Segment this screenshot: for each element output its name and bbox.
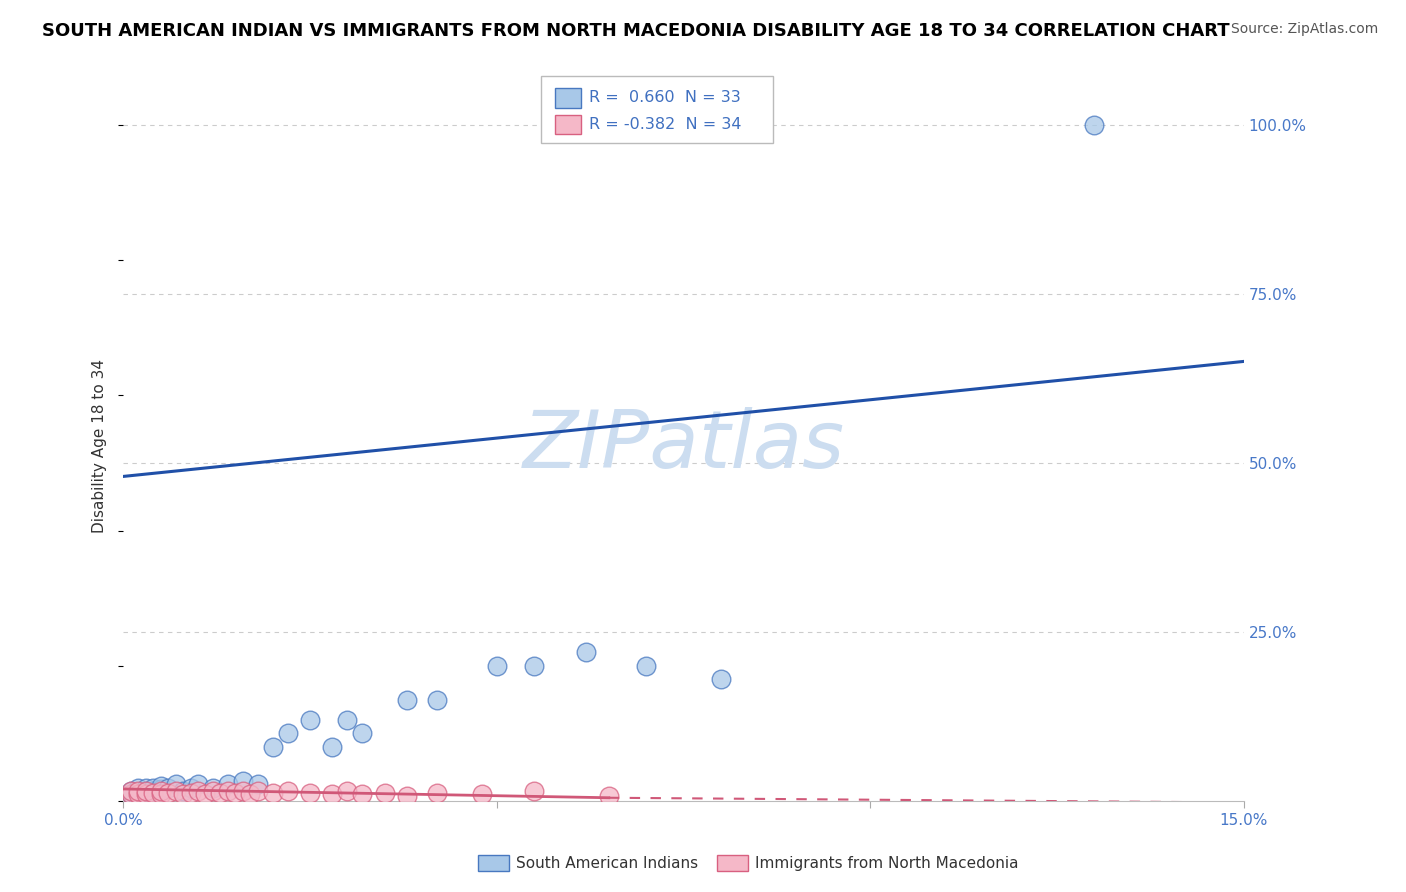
Text: South American Indians: South American Indians <box>516 856 699 871</box>
Point <box>187 777 209 791</box>
Point <box>157 780 180 795</box>
Point <box>277 784 299 798</box>
Point <box>165 777 187 791</box>
Point <box>1083 118 1105 132</box>
Point <box>485 658 508 673</box>
Point <box>149 781 172 796</box>
Point <box>194 788 217 802</box>
Point <box>149 779 172 793</box>
Point <box>127 788 149 802</box>
Point <box>523 658 546 673</box>
Point <box>187 784 209 798</box>
Point <box>209 786 232 800</box>
Point <box>120 788 142 802</box>
Point <box>299 713 322 727</box>
Point <box>321 739 343 754</box>
Point <box>246 777 269 791</box>
Point <box>120 788 142 802</box>
Point <box>575 645 598 659</box>
Point <box>201 784 224 798</box>
Point <box>471 788 494 802</box>
Point <box>217 777 239 791</box>
Point <box>224 786 246 800</box>
Point <box>142 780 165 795</box>
Point <box>246 784 269 798</box>
Point <box>262 786 284 800</box>
Point <box>120 784 142 798</box>
Point <box>299 786 322 800</box>
Point <box>710 673 733 687</box>
Point <box>172 788 194 802</box>
Point <box>598 789 620 803</box>
Text: Source: ZipAtlas.com: Source: ZipAtlas.com <box>1230 22 1378 37</box>
Point <box>165 784 187 798</box>
Point <box>336 713 359 727</box>
Point <box>374 786 396 800</box>
Point <box>523 784 546 798</box>
Point <box>135 784 157 798</box>
Point <box>426 692 449 706</box>
Point <box>142 784 165 798</box>
Point <box>217 784 239 798</box>
Point <box>396 789 419 803</box>
Y-axis label: Disability Age 18 to 34: Disability Age 18 to 34 <box>93 359 107 533</box>
Point <box>232 784 254 798</box>
Point <box>180 786 202 800</box>
Text: ZIPatlas: ZIPatlas <box>523 407 845 485</box>
Point <box>149 784 172 798</box>
Point <box>262 739 284 754</box>
Point <box>277 726 299 740</box>
Point <box>352 788 374 802</box>
Point <box>142 786 165 800</box>
Text: R =  0.660  N = 33: R = 0.660 N = 33 <box>589 90 741 105</box>
Point <box>201 780 224 795</box>
Point <box>135 788 157 802</box>
Point <box>636 658 658 673</box>
Point <box>232 773 254 788</box>
Point <box>172 784 194 798</box>
Text: SOUTH AMERICAN INDIAN VS IMMIGRANTS FROM NORTH MACEDONIA DISABILITY AGE 18 TO 34: SOUTH AMERICAN INDIAN VS IMMIGRANTS FROM… <box>42 22 1230 40</box>
Point <box>120 784 142 798</box>
Point <box>157 786 180 800</box>
Point <box>239 788 262 802</box>
Point <box>135 784 157 798</box>
Point <box>135 780 157 795</box>
Text: Immigrants from North Macedonia: Immigrants from North Macedonia <box>755 856 1018 871</box>
Point <box>321 788 343 802</box>
Point <box>352 726 374 740</box>
Point <box>149 788 172 802</box>
Point <box>127 784 149 798</box>
Point <box>336 784 359 798</box>
Point <box>396 692 419 706</box>
Point <box>127 788 149 802</box>
Point <box>127 780 149 795</box>
Text: R = -0.382  N = 34: R = -0.382 N = 34 <box>589 117 741 132</box>
Point <box>180 780 202 795</box>
Point <box>426 786 449 800</box>
